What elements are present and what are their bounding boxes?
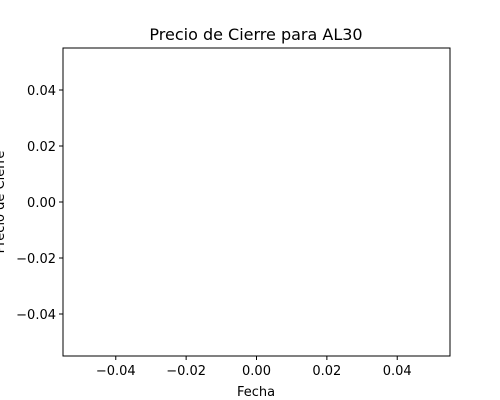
x-tick-label: −0.04 xyxy=(96,364,136,379)
y-tick-label: −0.04 xyxy=(16,308,56,323)
y-tick-label: −0.02 xyxy=(16,252,56,267)
x-tick-label: 0.04 xyxy=(383,364,412,379)
x-tick-label: 0.00 xyxy=(242,364,271,379)
y-axis: 0.04 0.02 0.00 −0.02 −0.04 xyxy=(16,84,63,323)
y-tick-label: 0.00 xyxy=(27,196,56,211)
chart-title: Precio de Cierre para AL30 xyxy=(149,25,362,44)
x-tick-label: −0.02 xyxy=(166,364,206,379)
y-tick-label: 0.02 xyxy=(27,140,56,155)
x-axis-label: Fecha xyxy=(237,385,275,400)
y-axis-label: Precio de Cierre xyxy=(0,151,8,254)
x-tick-label: 0.02 xyxy=(312,364,341,379)
x-axis: −0.04 −0.02 0.00 0.02 0.04 xyxy=(96,356,412,379)
y-tick-label: 0.04 xyxy=(27,84,56,99)
plot-area xyxy=(62,47,451,357)
